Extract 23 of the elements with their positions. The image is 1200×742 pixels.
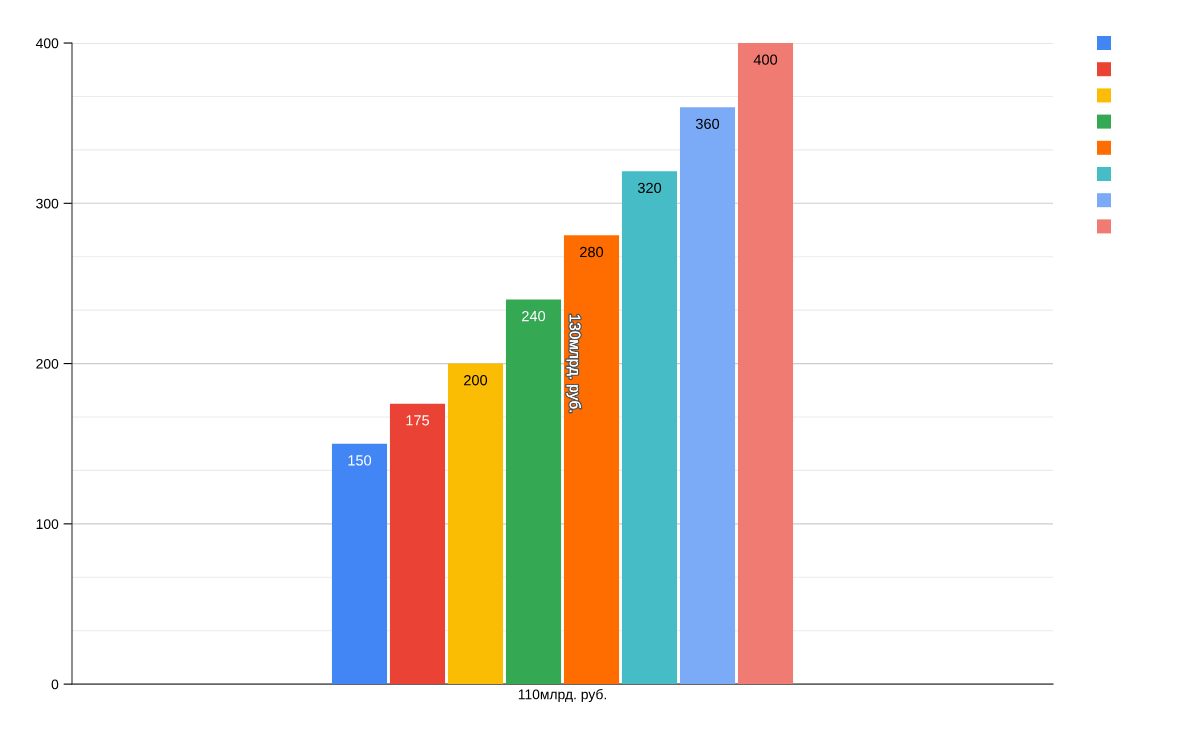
y-tick-label: 100 xyxy=(36,519,59,530)
data-label: 320 xyxy=(637,182,662,194)
data-label: 240 xyxy=(522,310,546,322)
bar xyxy=(621,171,678,685)
bar xyxy=(447,363,504,685)
bar xyxy=(505,299,562,685)
bar xyxy=(737,43,794,685)
y-tick-label: 200 xyxy=(36,358,59,369)
bar xyxy=(679,107,736,685)
data-label: 150 xyxy=(348,455,372,466)
y-tick-label: 300 xyxy=(36,198,59,209)
data-label: 200 xyxy=(464,375,488,386)
bar xyxy=(563,235,620,685)
y-tick-label: 0 xyxy=(51,679,59,690)
annotation: 130млрд. руб. xyxy=(566,314,581,412)
bar xyxy=(331,443,388,685)
data-label: 360 xyxy=(695,118,720,129)
data-label: 175 xyxy=(406,415,430,426)
data-label: 280 xyxy=(580,246,604,258)
data-label: 400 xyxy=(753,54,778,65)
y-tick-label: 400 xyxy=(35,38,59,49)
x-tick-label: 110млрд. руб. xyxy=(518,688,606,703)
bar xyxy=(389,403,446,685)
